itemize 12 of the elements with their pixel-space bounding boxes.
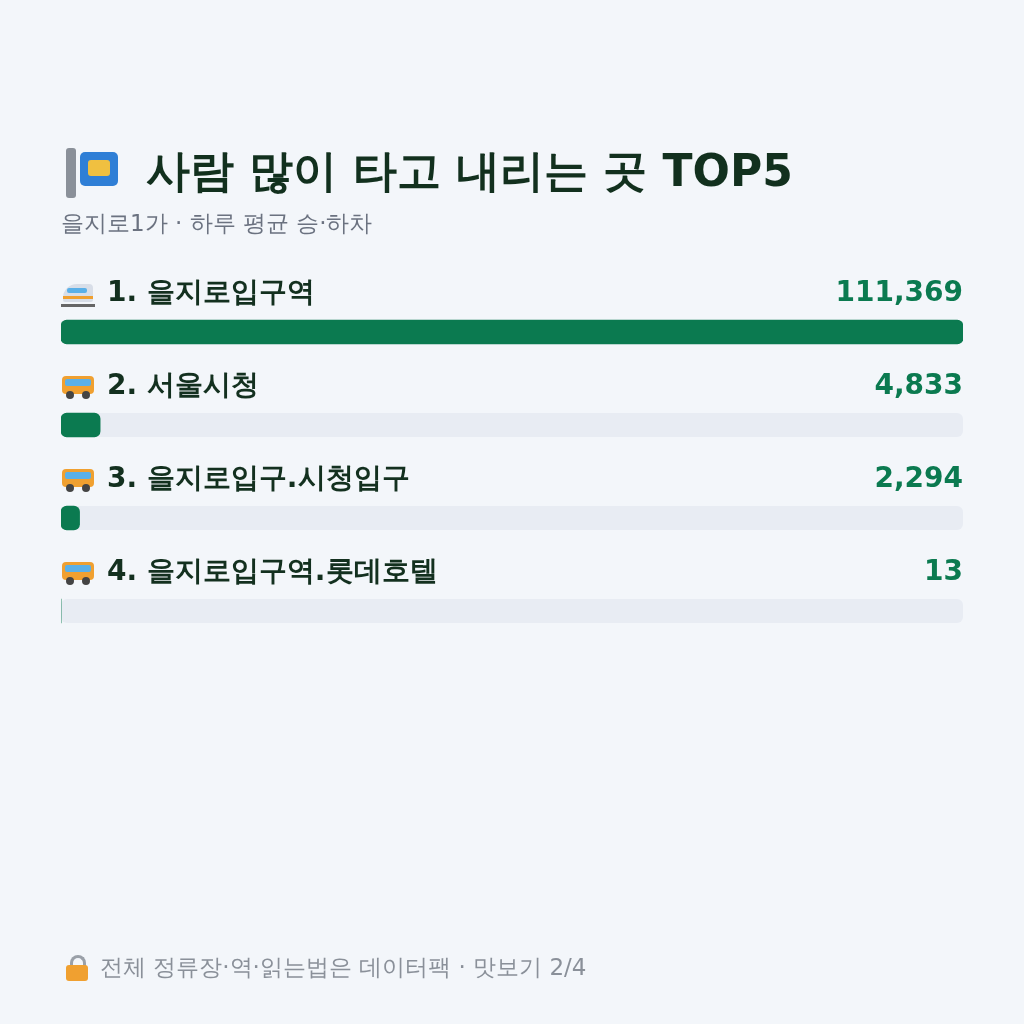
bar xyxy=(61,412,101,438)
chart-subtitle: 을지로1가 · 하루 평균 승·하차 xyxy=(61,209,373,238)
data-label: 111,369 xyxy=(835,275,963,309)
y-tick-label: 4. 을지로입구역.롯데호텔 xyxy=(107,554,438,588)
y-tick-label: 2. 서울시청 xyxy=(107,368,259,402)
chart-title: 사람 많이 타고 내리는 곳 TOP5 xyxy=(146,144,793,198)
data-label: 4,833 xyxy=(874,368,963,402)
data-label: 2,294 xyxy=(874,461,963,495)
y-tick-label: 3. 을지로입구.시청입구 xyxy=(107,461,410,495)
text: 전체 정류장·역·읽는법은 데이터팩 · 맛보기 2/4 xyxy=(100,953,587,982)
y-tick-label: 1. 을지로입구역 xyxy=(107,275,315,309)
data-label: 13 xyxy=(924,554,963,588)
